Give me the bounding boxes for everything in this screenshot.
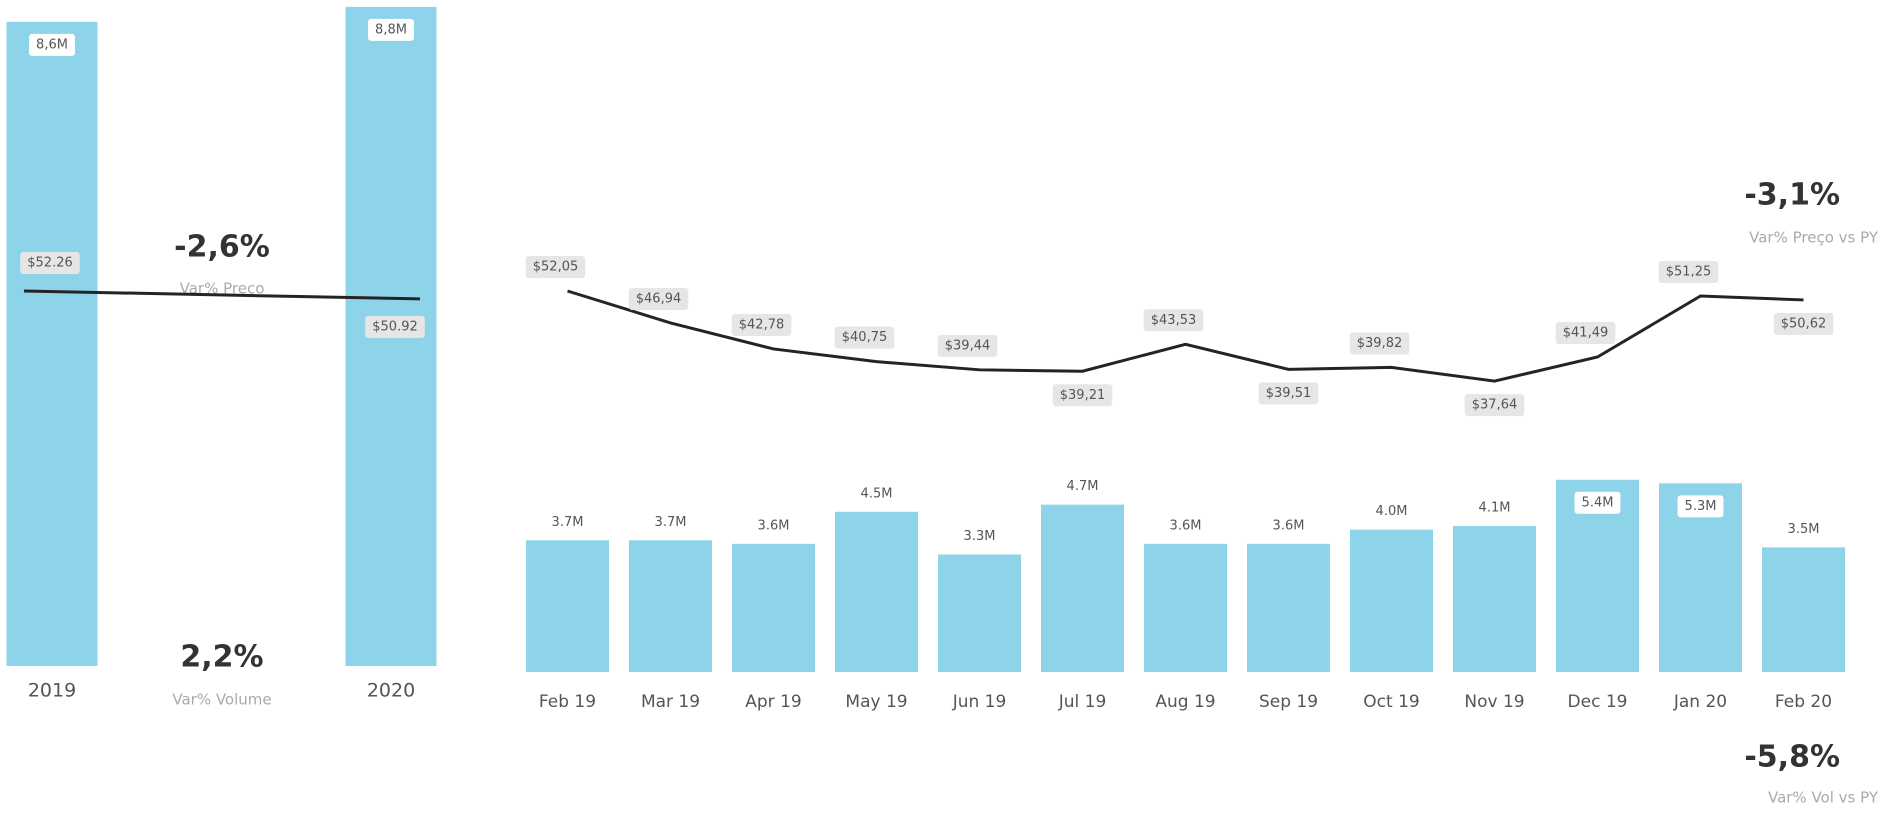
label-box [731,313,792,336]
data-label: 8,6M [36,37,68,52]
data-label: $39,51 [1266,386,1312,401]
data-label: $51,25 [1666,265,1712,280]
data-label: 5.3M [1685,499,1717,514]
data-label: $37,64 [1472,398,1518,413]
x-tick-label: Mar 19 [641,692,700,712]
x-tick-label: 2020 [367,680,415,702]
x-tick-label: Oct 19 [1363,692,1419,712]
data-label: 3.7M [552,515,584,530]
label-box [1143,309,1204,332]
x-tick-label: Apr 19 [745,692,801,712]
data-label: 3.6M [1170,518,1202,533]
kpi-value: -2,6% [174,230,270,265]
data-label: $40,75 [842,330,888,345]
label-box [628,287,689,310]
data-label: $50,62 [1781,316,1827,331]
data-label: $39,82 [1357,336,1403,351]
x-tick-label: Aug 19 [1155,692,1215,712]
bar [1453,526,1536,672]
label-box [1677,495,1724,518]
data-label: $46,94 [636,291,682,306]
bar [732,543,815,672]
x-tick-label: Dec 19 [1568,692,1628,712]
x-tick-label: Jul 19 [1058,692,1107,712]
data-label: $41,49 [1563,326,1609,341]
data-label: 4.0M [1376,504,1408,519]
data-label: 3.3M [964,529,996,544]
bar [629,540,712,672]
label-box [525,256,586,278]
data-label: 3.7M [655,515,687,530]
kpi-value: -5,8% [1744,740,1840,775]
data-label: $50.92 [372,319,418,334]
data-label: 4.1M [1479,501,1511,516]
bar [1247,543,1330,672]
kpi-value: 2,2% [180,640,263,675]
data-label: 3.5M [1788,522,1820,537]
label-box [20,252,80,274]
bar [526,540,609,672]
data-label: $43,53 [1151,313,1197,328]
bar [938,554,1021,672]
kpi-value: -3,1% [1744,178,1840,213]
bar [835,511,918,672]
data-label: 4.5M [861,486,893,501]
x-tick-label: Nov 19 [1464,692,1524,712]
x-tick-label: 2019 [28,680,76,702]
label-box [1464,394,1525,417]
bar [1041,504,1124,672]
label-box [29,33,75,56]
x-tick-label: Sep 19 [1259,692,1318,712]
data-label: 3.6M [758,518,790,533]
label-box [1052,384,1113,407]
kpi-label: Var% Preço [180,280,265,298]
x-tick-label: Jun 19 [952,692,1007,712]
label-box [937,334,998,357]
kpi-label: Var% Vol vs PY [1768,789,1879,807]
data-label: $39,44 [945,338,991,353]
data-label: $39,21 [1060,388,1106,403]
label-box [1773,312,1834,335]
price-line [23,289,421,301]
label-box [1555,322,1616,344]
label-box [1574,491,1621,514]
data-label: 8,8M [375,22,407,37]
x-tick-label: Feb 20 [1775,692,1832,712]
data-label: 3.6M [1273,518,1305,533]
bar [1350,529,1433,672]
label-box [834,326,895,349]
data-label: $42,78 [739,317,785,332]
label-box [368,18,414,41]
label-box [1658,261,1719,283]
data-label: 5.4M [1582,495,1614,510]
bar [1144,543,1227,672]
bar [6,21,98,667]
data-label: $52,05 [533,260,579,275]
kpi-label: Var% Volume [172,691,271,709]
x-tick-label: Feb 19 [539,692,596,712]
price-line [567,289,1804,383]
label-box [1258,382,1319,405]
label-box [365,315,425,338]
data-label: $52.26 [27,256,73,271]
label-box [1349,332,1410,355]
data-label: 4.7M [1067,479,1099,494]
x-tick-label: Jan 20 [1673,692,1727,712]
kpi-label: Var% Preço vs PY [1749,229,1879,247]
bar [1762,547,1845,672]
x-tick-label: May 19 [845,692,907,712]
